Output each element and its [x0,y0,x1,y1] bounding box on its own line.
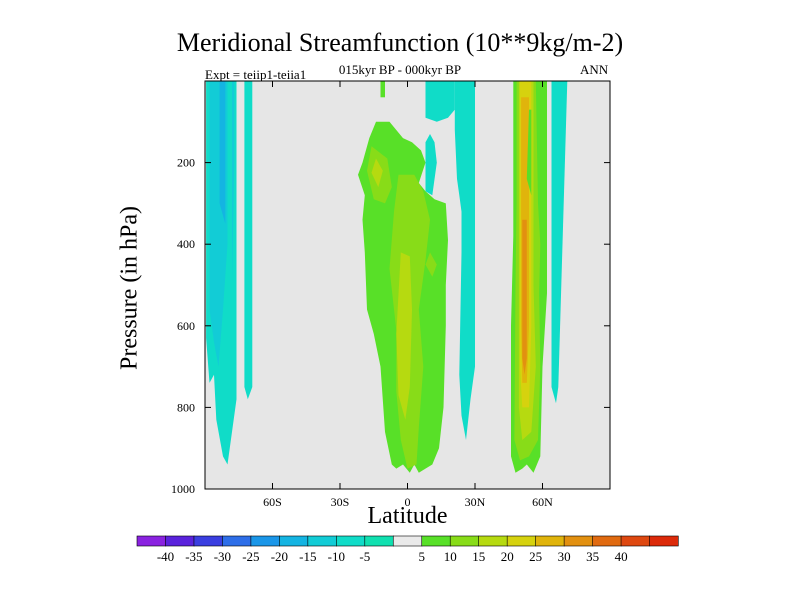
contour-fill-layer [206,81,568,473]
y-axis-label: Pressure (in hPa) [116,206,143,370]
colorbar-swatch-17 [620,535,651,547]
y-tick-label-3: 800 [177,400,195,414]
colorbar-label-9: 10 [444,549,457,564]
contour-region-14 [425,134,437,196]
colorbar-label-6: -10 [328,549,345,564]
contour-region-5 [380,81,385,98]
contour-region-21 [522,219,527,375]
y-tick-label-0: 200 [177,156,195,170]
colorbar-swatch-2 [193,535,224,547]
contour-region-11 [425,252,437,277]
colorbar-label-3: -25 [242,549,259,564]
contour-region-10 [396,252,412,420]
colorbar-label-0: -40 [157,549,174,564]
season-label: ANN [580,62,609,77]
colorbar-swatch-1 [165,535,195,547]
contour-region-13 [425,81,455,122]
colorbar-label-1: -35 [185,549,202,564]
x-tick-label-2: 0 [405,495,411,509]
contour-region-4 [244,81,253,400]
colorbar-swatch-12 [478,535,508,547]
colorbar-swatch-3 [222,535,252,547]
y-tick-label-2: 600 [177,319,195,333]
colorbar-swatch-6 [307,535,337,547]
colorbar-label-8: 5 [418,549,425,564]
colorbar-label-11: 20 [501,549,514,564]
y-tick-label-4: 1000 [171,482,195,496]
colorbar-swatch-13 [506,535,537,547]
colorbar-label-5: -15 [299,549,316,564]
colorbar-label-15: 40 [615,549,628,564]
colorbar-label-12: 25 [529,549,542,564]
plot-frame [204,80,611,490]
colorbar-label-13: 30 [558,549,571,564]
colorbar-swatch-7 [336,535,366,547]
colorbar-swatch-4 [250,535,280,547]
colorbar-swatch-14 [535,535,565,547]
colorbar-swatch-10 [421,535,451,547]
colorbar-label-10: 15 [472,549,485,564]
contour-region-15 [454,81,475,440]
colorbar-swatch-15 [563,535,594,547]
colorbar: -40 -35 -30 -25 -20 -15 -10 -5 5 10 15 20 25 30 35 40 [136,535,679,564]
colorbar-label-14: 35 [586,549,599,564]
chart-subtitle: 015kyr BP - 000kyr BP [338,62,462,77]
colorbar-swatch-9 [392,535,423,547]
contour-region-9 [371,158,383,188]
contour-region-22 [526,109,532,196]
axes: 60S 30S 0 30N 60N 200 400 600 800 1000 [171,81,610,509]
colorbar-swatch-16 [592,535,622,547]
y-tick-label-1: 400 [177,237,195,251]
colorbar-swatch-8 [364,535,394,547]
colorbar-label-4: -20 [271,549,288,564]
colorbar-swatch-11 [449,535,480,547]
colorbar-label-2: -30 [214,549,231,564]
experiment-label: Expt = teiip1-teiia1 [205,67,307,82]
x-tick-label-3: 30N [465,495,486,509]
colorbar-label-7: -5 [359,549,370,564]
colorbar-swatch-18 [649,535,679,547]
x-axis-label: Latitude [367,503,448,529]
chart-title: Meridional Streamfunction (10**9kg/m-2) [176,28,624,57]
contour-region-2 [232,81,235,285]
colorbar-swatch-5 [279,535,309,547]
colorbar-swatch-0 [136,535,167,547]
x-tick-label-4: 60N [532,495,553,509]
x-tick-label-0: 60S [263,495,282,509]
x-tick-label-1: 30S [331,495,350,509]
contour-region-23 [551,81,568,404]
contour-region-3 [219,81,226,224]
